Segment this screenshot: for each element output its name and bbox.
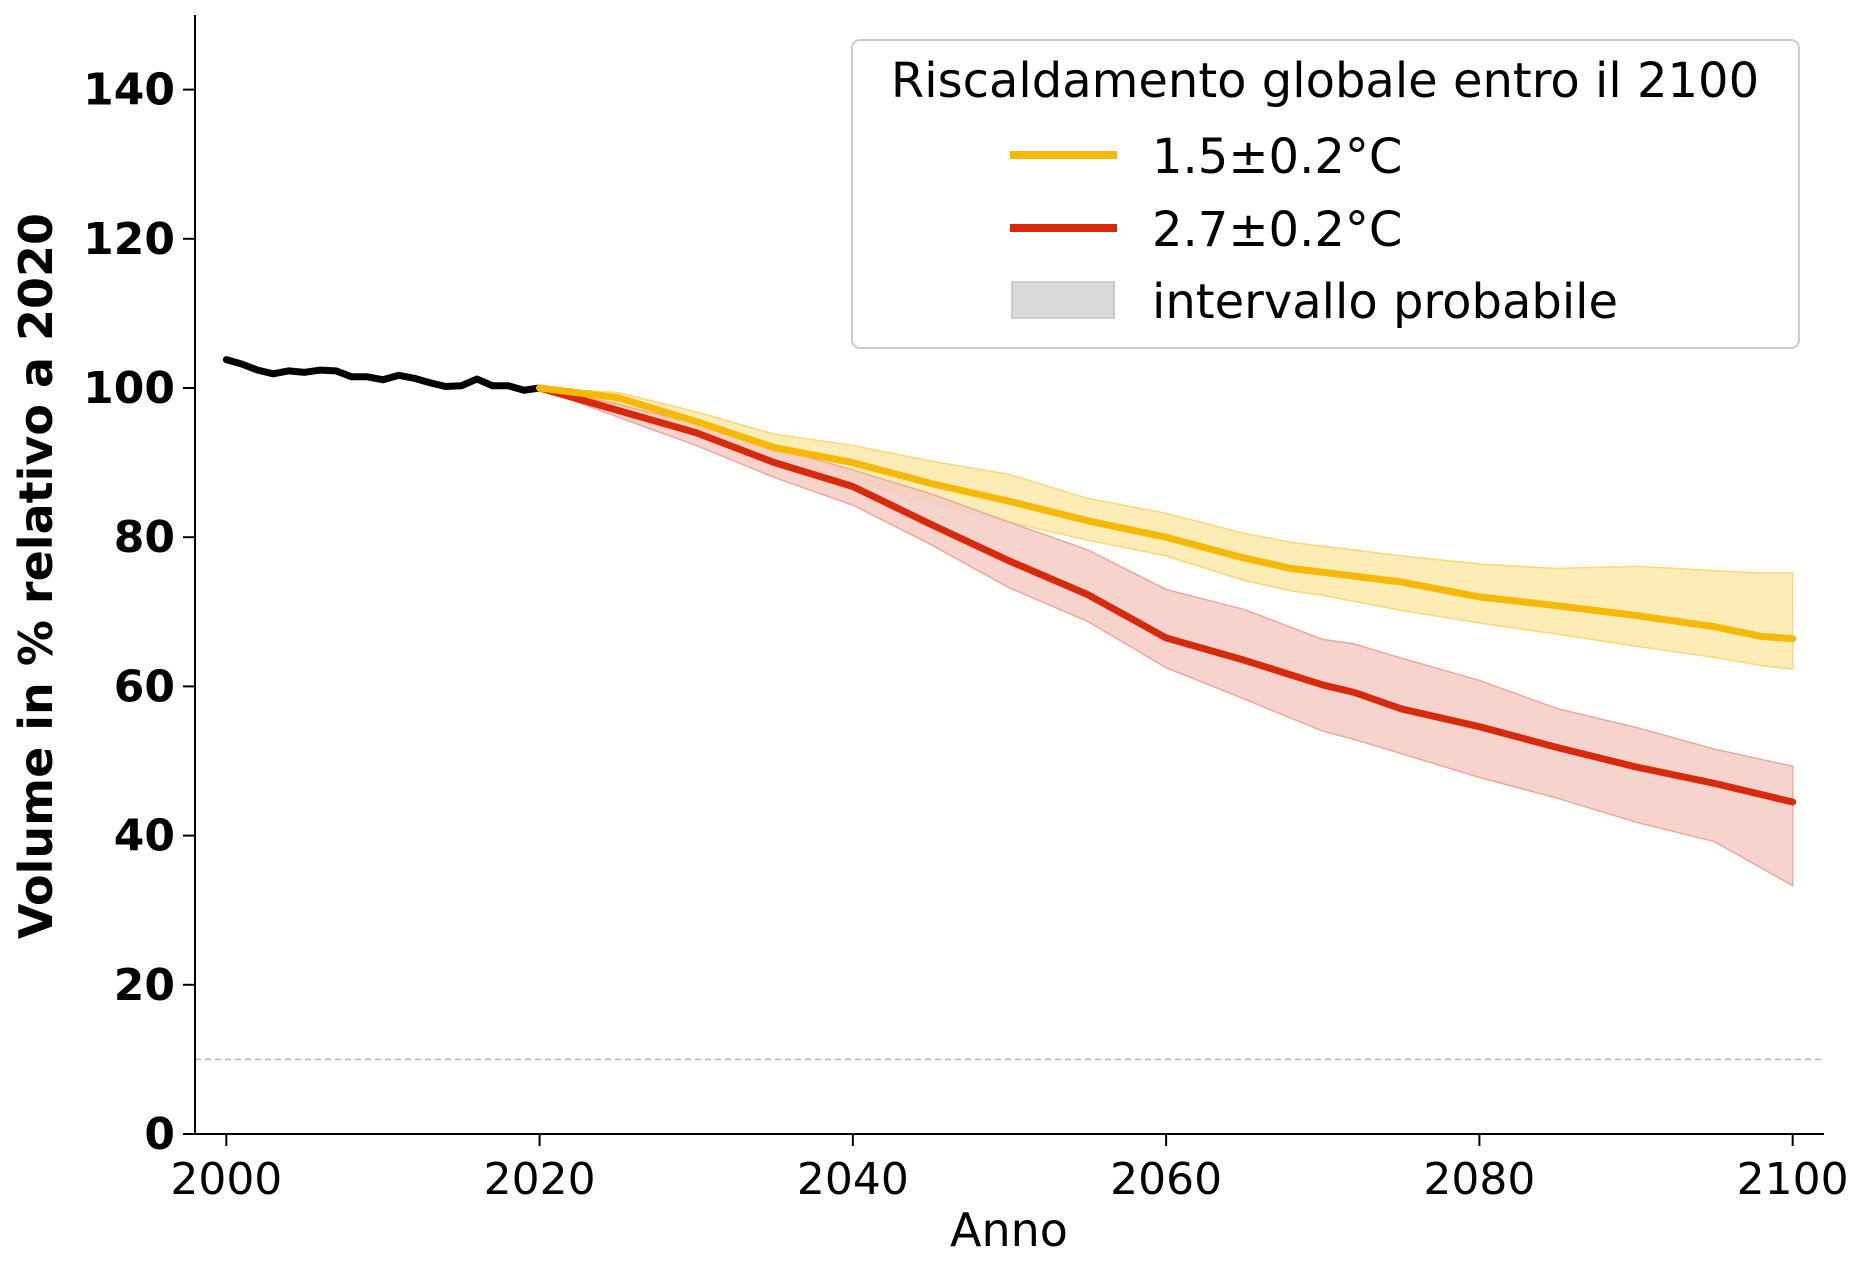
- legend-swatch-patch: [1011, 281, 1115, 319]
- series-line-scenario-2.7: [536, 384, 1797, 806]
- y-axis-title: Volume in % relativo a 2020: [9, 213, 63, 939]
- x-tick-label: 2100: [1737, 1154, 1849, 1205]
- plot-area: [195, 356, 1824, 1061]
- y-tick-label: 80: [114, 512, 175, 563]
- x-tick-label: 2020: [484, 1154, 596, 1205]
- y-tick-label: 100: [83, 363, 175, 414]
- legend-title: Riscaldamento globale entro il 2100: [891, 53, 1759, 109]
- legend-frame: [851, 39, 1800, 349]
- legend-entries: 1.5±0.2°C 2.7±0.2°C intervallo probabile: [1010, 129, 1618, 330]
- x-tick-label: 2040: [797, 1154, 909, 1205]
- series-line-scenario-1.5: [536, 384, 1797, 643]
- y-tick-label: 140: [83, 65, 175, 116]
- x-tick-label: 2080: [1423, 1154, 1535, 1205]
- y-tick-label: 60: [114, 661, 175, 712]
- series-line-historical: [222, 356, 544, 394]
- x-tick-label: 2060: [1110, 1154, 1222, 1205]
- legend-entry-label: intervallo probabile: [1152, 274, 1618, 330]
- y-tick-label: 40: [114, 811, 175, 862]
- axes: [194, 15, 1824, 1135]
- y-tick-label: 20: [114, 960, 175, 1011]
- legend-entry-label: 1.5±0.2°C: [1152, 129, 1402, 185]
- legend: Riscaldamento globale entro il 2100 1.5±…: [851, 39, 1800, 349]
- y-tick-label: 120: [83, 214, 175, 265]
- y-tick-label: 0: [144, 1109, 175, 1160]
- x-tick-label: 2000: [170, 1154, 282, 1205]
- legend-entry-label: 2.7±0.2°C: [1152, 202, 1402, 258]
- x-axis-title: Anno: [950, 1203, 1068, 1257]
